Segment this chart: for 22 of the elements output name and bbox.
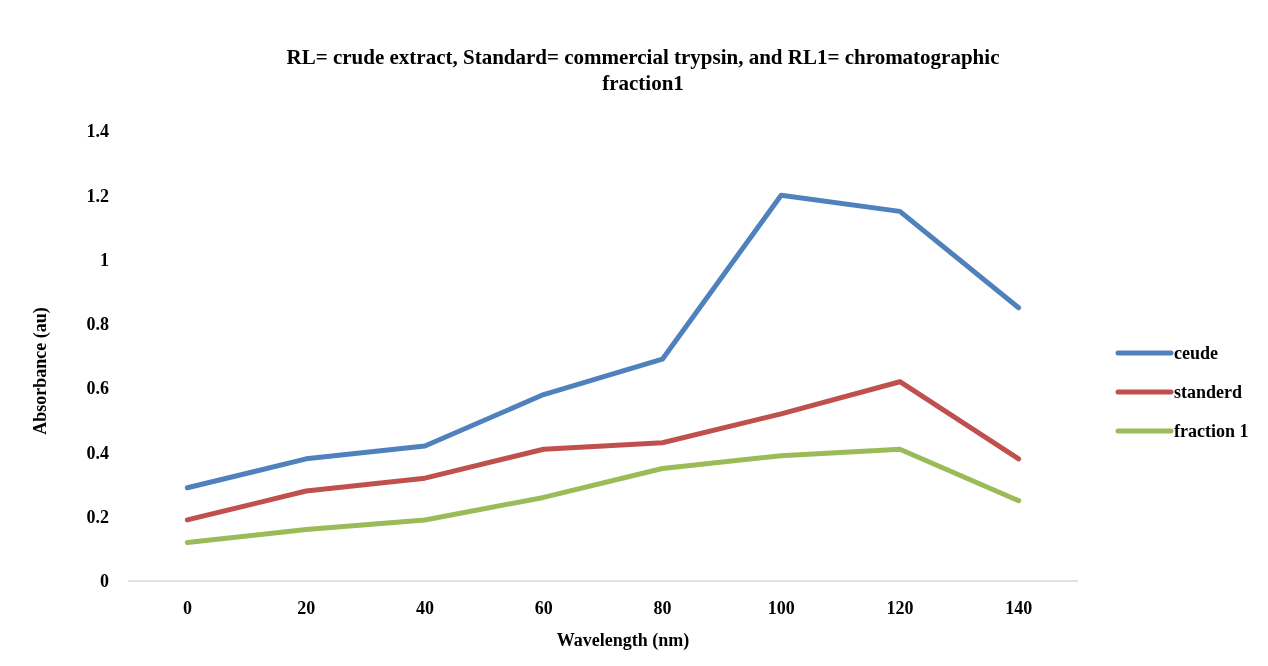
y-tick-label: 0.2 — [86, 507, 109, 528]
x-tick-label: 140 — [1005, 598, 1033, 618]
y-tick-label: 0.8 — [86, 314, 109, 335]
x-tick-label: 120 — [886, 598, 914, 618]
x-tick-label: 100 — [767, 598, 795, 618]
x-tick-label: 80 — [653, 598, 672, 618]
legend-label: ceude — [1174, 343, 1218, 364]
x-tick-label: 20 — [297, 598, 316, 618]
x-axis-title: Wavelength (nm) — [556, 630, 690, 651]
y-tick-label: 1.4 — [86, 121, 109, 142]
x-tick-label: 60 — [534, 598, 553, 618]
x-tick-label: 0 — [182, 598, 192, 618]
y-tick-label: 0.4 — [86, 442, 109, 463]
y-tick-label: 1 — [100, 249, 109, 270]
y-tick-label: 1.2 — [86, 185, 109, 206]
legend-label: standerd — [1174, 382, 1243, 403]
y-tick-label: 0 — [100, 571, 109, 592]
legend-label: fraction 1 — [1174, 421, 1249, 442]
y-tick-label: 0.6 — [86, 378, 109, 399]
chart-title: RL= crude extract, Standard= commercial trypsin, and RL1= chromatographic fraction1 — [286, 45, 1000, 95]
y-axis-title: Absorbance (au) — [30, 307, 51, 435]
x-tick-label: 40 — [415, 598, 434, 618]
